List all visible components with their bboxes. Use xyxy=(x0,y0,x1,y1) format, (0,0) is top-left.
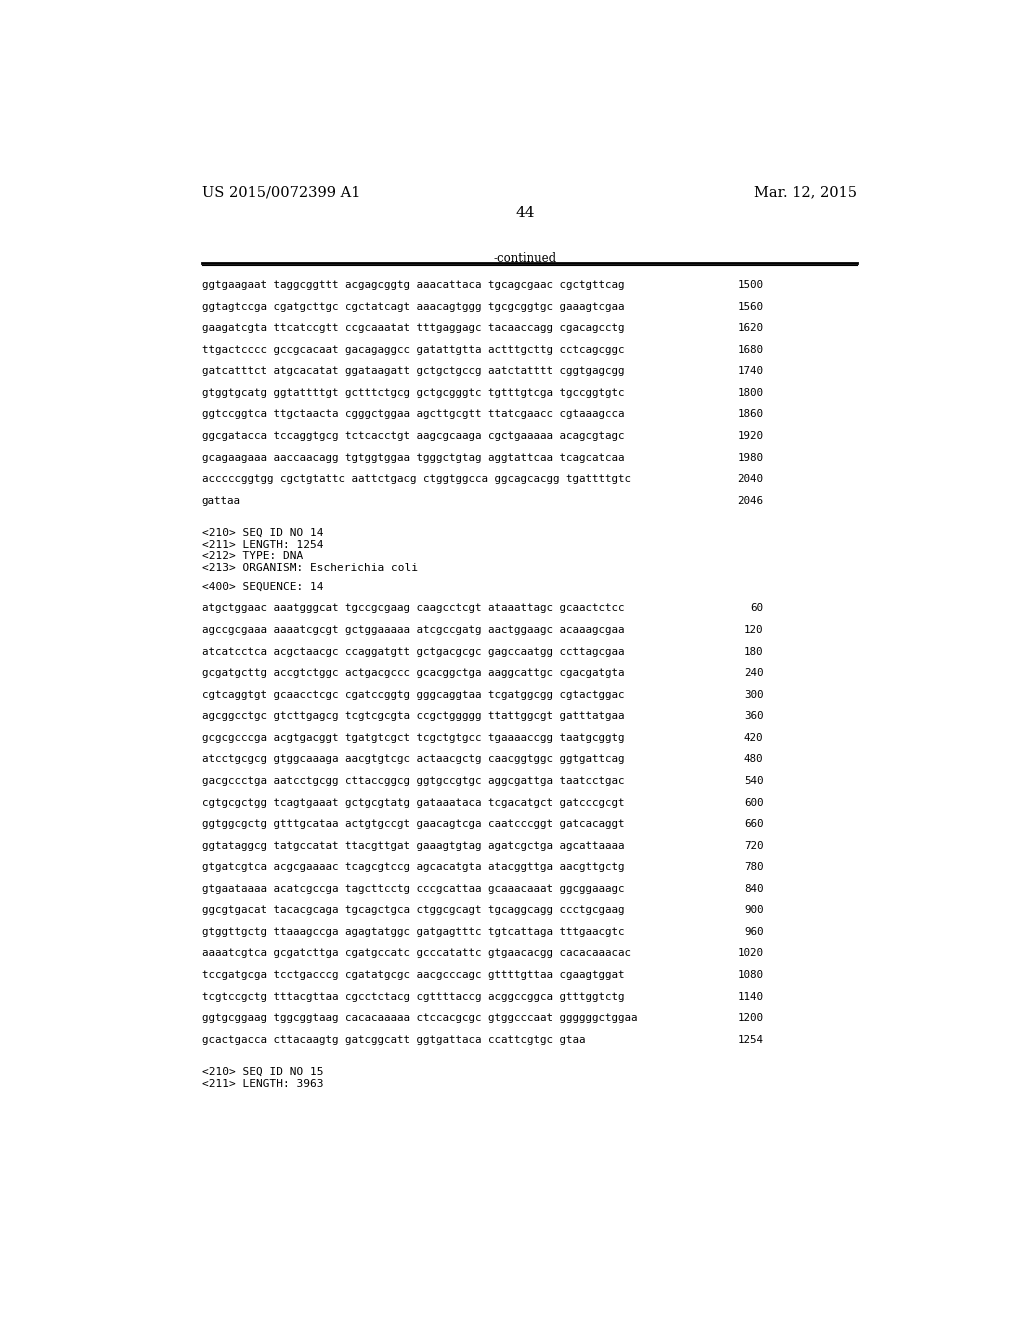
Text: 780: 780 xyxy=(744,862,764,873)
Text: 1800: 1800 xyxy=(737,388,764,397)
Text: 1740: 1740 xyxy=(737,367,764,376)
Text: 660: 660 xyxy=(744,818,764,829)
Text: ggcgtgacat tacacgcaga tgcagctgca ctggcgcagt tgcaggcagg ccctgcgaag: ggcgtgacat tacacgcaga tgcagctgca ctggcgc… xyxy=(202,906,624,915)
Text: 1020: 1020 xyxy=(737,949,764,958)
Text: US 2015/0072399 A1: US 2015/0072399 A1 xyxy=(202,185,360,199)
Text: <211> LENGTH: 1254: <211> LENGTH: 1254 xyxy=(202,540,324,549)
Text: tccgatgcga tcctgacccg cgatatgcgc aacgcccagc gttttgttaa cgaagtggat: tccgatgcga tcctgacccg cgatatgcgc aacgccc… xyxy=(202,970,624,979)
Text: 1560: 1560 xyxy=(737,302,764,312)
Text: gaagatcgta ttcatccgtt ccgcaaatat tttgaggagc tacaaccagg cgacagcctg: gaagatcgta ttcatccgtt ccgcaaatat tttgagg… xyxy=(202,323,624,333)
Text: 1920: 1920 xyxy=(737,430,764,441)
Text: 120: 120 xyxy=(744,626,764,635)
Text: <213> ORGANISM: Escherichia coli: <213> ORGANISM: Escherichia coli xyxy=(202,562,418,573)
Text: ggtgcggaag tggcggtaag cacacaaaaa ctccacgcgc gtggcccaat ggggggctggaa: ggtgcggaag tggcggtaag cacacaaaaa ctccacg… xyxy=(202,1014,637,1023)
Text: atcatcctca acgctaacgc ccaggatgtt gctgacgcgc gagccaatgg ccttagcgaa: atcatcctca acgctaacgc ccaggatgtt gctgacg… xyxy=(202,647,624,656)
Text: <400> SEQUENCE: 14: <400> SEQUENCE: 14 xyxy=(202,582,324,591)
Text: <210> SEQ ID NO 15: <210> SEQ ID NO 15 xyxy=(202,1067,324,1077)
Text: agccgcgaaa aaaatcgcgt gctggaaaaa atcgccgatg aactggaagc acaaagcgaa: agccgcgaaa aaaatcgcgt gctggaaaaa atcgccg… xyxy=(202,626,624,635)
Text: gcgatgcttg accgtctggc actgacgccc gcacggctga aaggcattgc cgacgatgta: gcgatgcttg accgtctggc actgacgccc gcacggc… xyxy=(202,668,624,678)
Text: 1500: 1500 xyxy=(737,280,764,290)
Text: gtggtgcatg ggtattttgt gctttctgcg gctgcgggtc tgtttgtcga tgccggtgtc: gtggtgcatg ggtattttgt gctttctgcg gctgcgg… xyxy=(202,388,624,397)
Text: 960: 960 xyxy=(744,927,764,937)
Text: <211> LENGTH: 3963: <211> LENGTH: 3963 xyxy=(202,1078,324,1089)
Text: atgctggaac aaatgggcat tgccgcgaag caagcctcgt ataaattagc gcaactctcc: atgctggaac aaatgggcat tgccgcgaag caagcct… xyxy=(202,603,624,614)
Text: 300: 300 xyxy=(744,689,764,700)
Text: 840: 840 xyxy=(744,884,764,894)
Text: ggtataggcg tatgccatat ttacgttgat gaaagtgtag agatcgctga agcattaaaa: ggtataggcg tatgccatat ttacgttgat gaaagtg… xyxy=(202,841,624,850)
Text: 600: 600 xyxy=(744,797,764,808)
Text: 60: 60 xyxy=(751,603,764,614)
Text: 1980: 1980 xyxy=(737,453,764,462)
Text: 540: 540 xyxy=(744,776,764,785)
Text: 420: 420 xyxy=(744,733,764,743)
Text: 360: 360 xyxy=(744,711,764,721)
Text: 240: 240 xyxy=(744,668,764,678)
Text: gtgaataaaa acatcgccga tagcttcctg cccgcattaa gcaaacaaat ggcggaaagc: gtgaataaaa acatcgccga tagcttcctg cccgcat… xyxy=(202,884,624,894)
Text: 1200: 1200 xyxy=(737,1014,764,1023)
Text: <210> SEQ ID NO 14: <210> SEQ ID NO 14 xyxy=(202,528,324,539)
Text: 720: 720 xyxy=(744,841,764,850)
Text: cgtcaggtgt gcaacctcgc cgatccggtg gggcaggtaa tcgatggcgg cgtactggac: cgtcaggtgt gcaacctcgc cgatccggtg gggcagg… xyxy=(202,689,624,700)
Text: gatcatttct atgcacatat ggataagatt gctgctgccg aatctatttt cggtgagcgg: gatcatttct atgcacatat ggataagatt gctgctg… xyxy=(202,367,624,376)
Text: gcgcgcccga acgtgacggt tgatgtcgct tcgctgtgcc tgaaaaccgg taatgcggtg: gcgcgcccga acgtgacggt tgatgtcgct tcgctgt… xyxy=(202,733,624,743)
Text: 1254: 1254 xyxy=(737,1035,764,1044)
Text: 1140: 1140 xyxy=(737,991,764,1002)
Text: Mar. 12, 2015: Mar. 12, 2015 xyxy=(754,185,856,199)
Text: 1620: 1620 xyxy=(737,323,764,333)
Text: ggtagtccga cgatgcttgc cgctatcagt aaacagtggg tgcgcggtgc gaaagtcgaa: ggtagtccga cgatgcttgc cgctatcagt aaacagt… xyxy=(202,302,624,312)
Text: aaaatcgtca gcgatcttga cgatgccatc gcccatattc gtgaacacgg cacacaaacac: aaaatcgtca gcgatcttga cgatgccatc gcccata… xyxy=(202,949,631,958)
Text: 1860: 1860 xyxy=(737,409,764,420)
Text: tcgtccgctg tttacgttaa cgcctctacg cgttttaccg acggccggca gtttggtctg: tcgtccgctg tttacgttaa cgcctctacg cgtttta… xyxy=(202,991,624,1002)
Text: gtgatcgtca acgcgaaaac tcagcgtccg agcacatgta atacggttga aacgttgctg: gtgatcgtca acgcgaaaac tcagcgtccg agcacat… xyxy=(202,862,624,873)
Text: gacgccctga aatcctgcgg cttaccggcg ggtgccgtgc aggcgattga taatcctgac: gacgccctga aatcctgcgg cttaccggcg ggtgccg… xyxy=(202,776,624,785)
Text: 2046: 2046 xyxy=(737,496,764,506)
Text: ttgactcccc gccgcacaat gacagaggcc gatattgtta actttgcttg cctcagcggc: ttgactcccc gccgcacaat gacagaggcc gatattg… xyxy=(202,345,624,355)
Text: 480: 480 xyxy=(744,755,764,764)
Text: <212> TYPE: DNA: <212> TYPE: DNA xyxy=(202,552,303,561)
Text: cgtgcgctgg tcagtgaaat gctgcgtatg gataaataca tcgacatgct gatcccgcgt: cgtgcgctgg tcagtgaaat gctgcgtatg gataaat… xyxy=(202,797,624,808)
Text: 44: 44 xyxy=(515,206,535,220)
Text: 1680: 1680 xyxy=(737,345,764,355)
Text: 180: 180 xyxy=(744,647,764,656)
Text: gattaa: gattaa xyxy=(202,496,241,506)
Text: agcggcctgc gtcttgagcg tcgtcgcgta ccgctggggg ttattggcgt gatttatgaa: agcggcctgc gtcttgagcg tcgtcgcgta ccgctgg… xyxy=(202,711,624,721)
Text: 900: 900 xyxy=(744,906,764,915)
Text: ggcgatacca tccaggtgcg tctcacctgt aagcgcaaga cgctgaaaaa acagcgtagc: ggcgatacca tccaggtgcg tctcacctgt aagcgca… xyxy=(202,430,624,441)
Text: ggtccggtca ttgctaacta cgggctggaa agcttgcgtt ttatcgaacc cgtaaagcca: ggtccggtca ttgctaacta cgggctggaa agcttgc… xyxy=(202,409,624,420)
Text: gtggttgctg ttaaagccga agagtatggc gatgagtttc tgtcattaga tttgaacgtc: gtggttgctg ttaaagccga agagtatggc gatgagt… xyxy=(202,927,624,937)
Text: -continued: -continued xyxy=(494,252,556,265)
Text: acccccggtgg cgctgtattc aattctgacg ctggtggcca ggcagcacgg tgattttgtc: acccccggtgg cgctgtattc aattctgacg ctggtg… xyxy=(202,474,631,484)
Text: 2040: 2040 xyxy=(737,474,764,484)
Text: ggtgaagaat taggcggttt acgagcggtg aaacattaca tgcagcgaac cgctgttcag: ggtgaagaat taggcggttt acgagcggtg aaacatt… xyxy=(202,280,624,290)
Text: gcactgacca cttacaagtg gatcggcatt ggtgattaca ccattcgtgc gtaa: gcactgacca cttacaagtg gatcggcatt ggtgatt… xyxy=(202,1035,585,1044)
Text: atcctgcgcg gtggcaaaga aacgtgtcgc actaacgctg caacggtggc ggtgattcag: atcctgcgcg gtggcaaaga aacgtgtcgc actaacg… xyxy=(202,755,624,764)
Text: ggtggcgctg gtttgcataa actgtgccgt gaacagtcga caatcccggt gatcacaggt: ggtggcgctg gtttgcataa actgtgccgt gaacagt… xyxy=(202,818,624,829)
Text: gcagaagaaa aaccaacagg tgtggtggaa tgggctgtag aggtattcaa tcagcatcaa: gcagaagaaa aaccaacagg tgtggtggaa tgggctg… xyxy=(202,453,624,462)
Text: 1080: 1080 xyxy=(737,970,764,979)
